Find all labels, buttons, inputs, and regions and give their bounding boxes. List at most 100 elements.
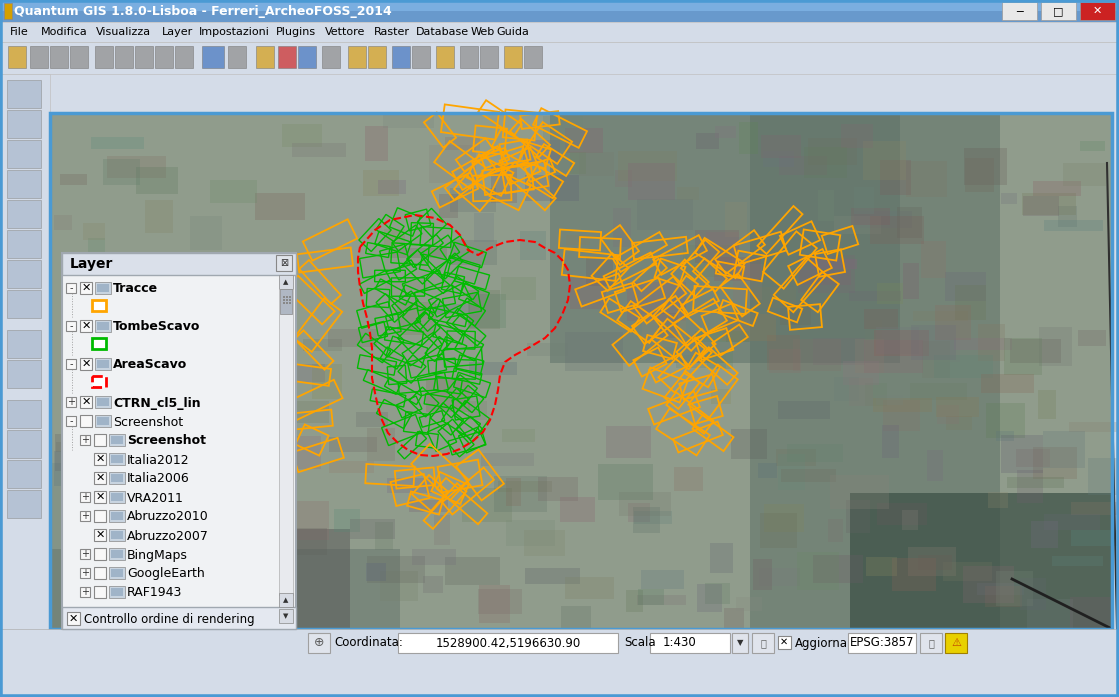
Bar [873, 398, 932, 412]
Text: ✕: ✕ [82, 283, 91, 293]
Bar [66, 321, 76, 331]
Bar [266, 364, 325, 382]
Bar [445, 557, 500, 585]
Bar [834, 216, 881, 234]
Bar [92, 338, 106, 349]
Text: Scala: Scala [624, 636, 656, 650]
Bar [543, 116, 583, 151]
Bar [228, 46, 246, 68]
Text: +: + [67, 397, 75, 407]
Bar [322, 46, 340, 68]
Bar [626, 590, 643, 612]
Bar [1016, 449, 1050, 467]
Text: Abruzzo2010: Abruzzo2010 [126, 510, 209, 523]
Text: Italia2006: Italia2006 [126, 473, 190, 486]
Bar [633, 507, 660, 533]
Bar [722, 314, 775, 341]
Bar [97, 322, 109, 330]
Bar [184, 313, 206, 334]
Bar [1017, 470, 1043, 503]
Bar [865, 383, 887, 406]
Bar [96, 436, 122, 458]
Bar [50, 46, 68, 68]
Bar [7, 80, 41, 108]
Bar [283, 299, 284, 300]
Bar [769, 349, 801, 373]
Bar [435, 304, 470, 314]
Bar [109, 510, 125, 522]
Bar [255, 193, 305, 220]
Bar [289, 296, 291, 298]
Bar [1023, 196, 1059, 216]
Bar [763, 151, 794, 167]
Text: Screenshot: Screenshot [113, 415, 184, 429]
Bar [356, 412, 388, 427]
Bar [114, 457, 135, 475]
Bar [988, 492, 1008, 508]
Bar [139, 286, 168, 297]
Bar [1002, 193, 1017, 204]
Bar [50, 113, 1112, 629]
Bar [7, 200, 41, 228]
Bar [565, 332, 623, 371]
Bar [385, 280, 427, 290]
Bar [676, 355, 726, 368]
Bar [450, 240, 497, 265]
Bar [627, 282, 686, 321]
Bar [195, 336, 220, 366]
Bar [412, 46, 430, 68]
Bar [527, 343, 568, 356]
Bar [1040, 327, 1072, 366]
Bar [410, 500, 448, 512]
Bar [285, 501, 329, 540]
Bar [638, 589, 664, 605]
Text: □: □ [1053, 6, 1063, 16]
Bar [921, 241, 946, 278]
Bar [94, 529, 106, 541]
Bar [911, 325, 956, 360]
Bar [426, 378, 470, 412]
Text: ✕: ✕ [82, 359, 91, 369]
Bar [637, 595, 686, 605]
Bar [439, 194, 458, 218]
Text: Quantum GIS 1.8.0-Lisboa - Ferreri_ArcheoFOSS_2014: Quantum GIS 1.8.0-Lisboa - Ferreri_Arche… [15, 4, 392, 17]
Bar [798, 255, 855, 293]
Text: ▲: ▲ [283, 597, 289, 603]
Bar [1038, 390, 1056, 419]
Bar [283, 296, 284, 298]
Bar [963, 566, 1014, 603]
Bar [92, 300, 106, 311]
Bar [94, 434, 106, 446]
Bar [92, 376, 106, 387]
Bar [677, 187, 699, 200]
Bar [79, 415, 92, 427]
Bar [1052, 556, 1103, 566]
Bar [387, 478, 432, 493]
Bar [76, 338, 111, 377]
Bar [978, 324, 1005, 361]
Bar [814, 555, 863, 583]
Bar [1002, 2, 1037, 20]
Text: CTRN_cl5_lin: CTRN_cl5_lin [113, 397, 200, 410]
Text: +: + [81, 587, 90, 597]
Bar [94, 567, 106, 579]
Bar [111, 436, 123, 444]
Bar [855, 339, 884, 373]
Bar [90, 534, 138, 560]
Bar [523, 140, 560, 163]
Text: 🔒: 🔒 [928, 638, 934, 648]
Bar [180, 262, 196, 295]
Bar [841, 124, 873, 148]
Bar [468, 401, 487, 420]
Bar [171, 259, 220, 281]
Bar [876, 395, 903, 405]
Bar [775, 449, 816, 466]
Bar [272, 528, 327, 555]
Bar [781, 469, 836, 482]
Bar [760, 513, 797, 548]
Bar [329, 437, 377, 452]
Bar [965, 158, 994, 192]
Bar [94, 472, 106, 484]
Bar [565, 128, 603, 153]
Text: ▼: ▼ [736, 638, 743, 648]
